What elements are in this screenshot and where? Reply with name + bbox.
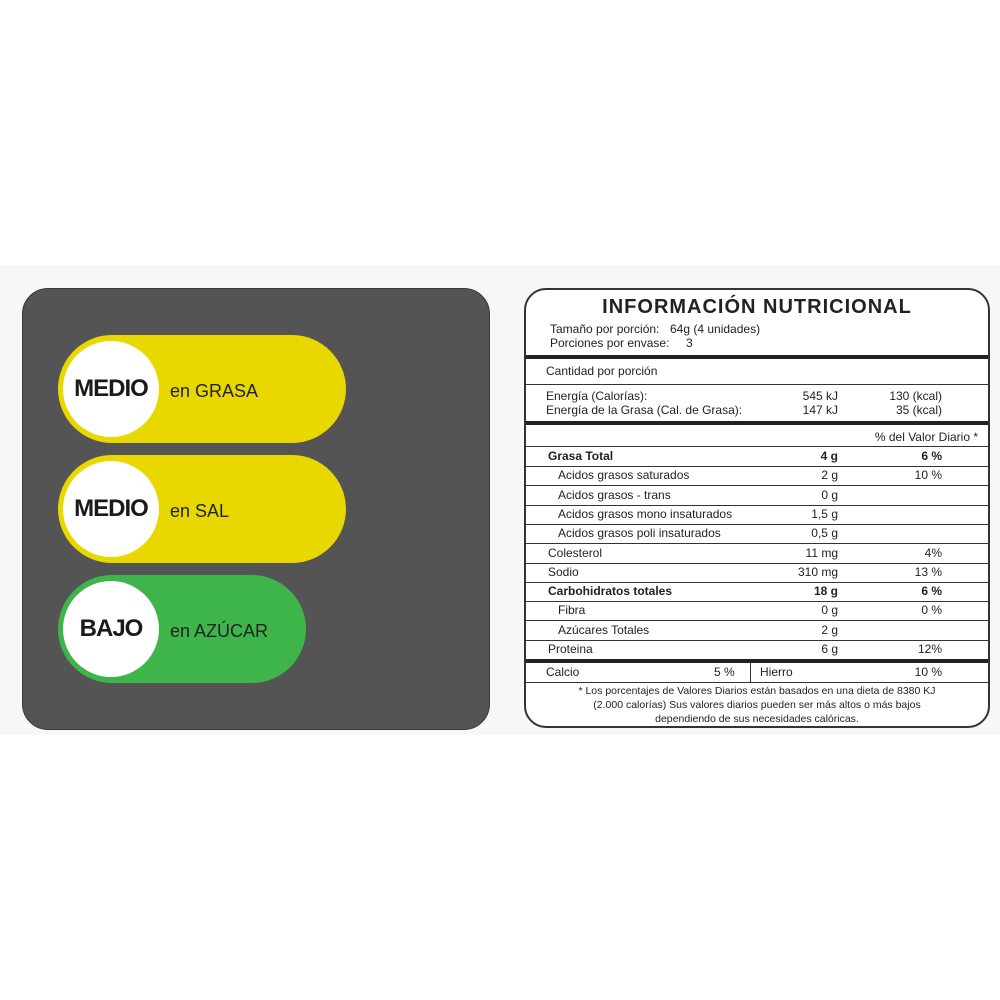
nutrient-name: Acidos grasos saturados: [558, 468, 690, 483]
nutrient-name: Carbohidratos totales: [548, 584, 673, 599]
portions-label: Porciones por envase:: [550, 336, 670, 350]
divider: [750, 663, 751, 682]
divider: [526, 523, 988, 525]
nutrient-row: Acidos grasos - trans 0 g: [526, 486, 988, 505]
divider: [526, 543, 988, 545]
nutrient-amount: 18 g: [813, 584, 838, 599]
nutrient-dv: 6 %: [921, 584, 942, 599]
nutrient-row: Proteina 6 g 12%: [526, 640, 988, 659]
nutrient-row: Sodio 310 mg 13 %: [526, 563, 988, 582]
nutrient-amount: 310 mg: [797, 564, 838, 579]
hierro-label: Hierro: [760, 665, 793, 679]
nutrient-amount: 0 g: [821, 487, 838, 502]
level-circle: BAJO: [63, 581, 159, 677]
nutrient-row: Acidos grasos poli insaturados 0,5 g: [526, 524, 988, 543]
nutrient-name: Acidos grasos mono insaturados: [558, 506, 733, 521]
semaphore-badge: MEDIO en GRASA: [58, 335, 346, 443]
nutrient-label: en GRASA: [170, 381, 259, 401]
nutrient-name: Grasa Total: [548, 449, 614, 463]
nutrient-label: en AZÚCAR: [170, 621, 269, 641]
nutrient-amount: 1,5 g: [811, 506, 838, 521]
nutrient-row: Acidos grasos mono insaturados 1,5 g: [526, 505, 988, 524]
portions-value: 3: [686, 336, 693, 350]
nutrient-dv: 6 %: [921, 449, 942, 463]
divider: [526, 466, 988, 467]
nutrient-name: Sodio: [548, 564, 579, 579]
hierro-value: 10 %: [914, 665, 942, 679]
divider: [526, 504, 988, 506]
nutrient-name: Azúcares Totales: [558, 622, 650, 637]
energy-kcal: 130 (kcal): [889, 389, 942, 403]
serving-value: 64g (4 unidades): [670, 322, 761, 336]
serving-label: Tamaño por porción:: [550, 322, 660, 336]
nutrient-label: en SAL: [170, 501, 230, 521]
divider: [526, 355, 988, 359]
nutrient-amount: 2 g: [821, 622, 838, 637]
nutrient-name: Acidos grasos poli insaturados: [558, 526, 721, 541]
divider: [526, 581, 988, 583]
calcio-value: 5 %: [714, 665, 735, 679]
fat-energy-kcal: 35 (kcal): [895, 403, 942, 417]
nutrient-name: Proteina: [548, 642, 593, 656]
nutrient-name: Colesterol: [548, 545, 603, 560]
footnote: * Los porcentajes de Valores Diarios est…: [578, 685, 936, 725]
semaphore-badge: BAJO en AZÚCAR: [58, 575, 306, 683]
nutrition-facts-table: INFORMACIÓN NUTRICIONAL Tamaño por porci…: [524, 288, 990, 728]
nutrient-row: Carbohidratos totales 18 g 6 %: [526, 582, 988, 601]
amount-header: Cantidad por porción: [546, 364, 658, 378]
nutrient-row: Azúcares Totales 2 g: [526, 621, 988, 640]
nutrient-amount: 0 g: [821, 603, 838, 618]
nutrient-dv: 12%: [917, 642, 942, 656]
divider: [526, 601, 988, 603]
nutrient-amount: 11 mg: [805, 545, 838, 560]
front-label-semaphore-panel: MEDIO en GRASA MEDIO en SAL BAJO en AZÚCAR: [22, 288, 490, 730]
nutrient-dv: 4%: [924, 545, 942, 560]
nutrient-name: Acidos grasos - trans: [558, 487, 671, 502]
nutrition-title: INFORMACIÓN NUTRICIONAL: [602, 296, 912, 318]
nutrient-amount: 6 g: [821, 642, 838, 656]
calcio-label: Calcio: [546, 665, 580, 679]
divider: [526, 485, 988, 487]
nutrient-amount: 2 g: [821, 468, 838, 483]
divider: [526, 620, 988, 622]
dv-header: % del Valor Diario *: [874, 430, 978, 444]
divider: [526, 421, 988, 425]
semaphore-badge: MEDIO en SAL: [58, 455, 346, 563]
fat-energy-name: Energía de la Grasa (Cal. de Grasa):: [546, 403, 743, 417]
divider: [526, 659, 988, 663]
divider: [526, 446, 988, 447]
nutrient-row: Grasa Total 4 g 6 %: [526, 447, 988, 466]
energy-kj: 545 kJ: [802, 389, 838, 403]
divider: [526, 384, 988, 385]
divider: [526, 562, 988, 564]
nutrient-row: Colesterol 11 mg 4%: [526, 544, 988, 563]
divider: [526, 682, 988, 683]
nutrient-amount: 0,5 g: [811, 526, 838, 541]
nutrient-dv: 10 %: [914, 468, 942, 483]
level-circle: MEDIO: [63, 461, 159, 557]
divider: [526, 639, 988, 641]
energy-name: Energía (Calorías):: [546, 389, 648, 403]
nutrient-dv: 13 %: [914, 564, 942, 579]
nutrient-row: Fibra 0 g 0 %: [526, 601, 988, 620]
nutrient-row: Acidos grasos saturados 2 g 10 %: [526, 466, 988, 485]
nutrient-dv: 0 %: [921, 603, 942, 618]
fat-energy-kj: 147 kJ: [802, 403, 838, 417]
nutrient-name: Fibra: [558, 603, 586, 618]
nutrient-amount: 4 g: [820, 449, 838, 463]
level-circle: MEDIO: [63, 341, 159, 437]
